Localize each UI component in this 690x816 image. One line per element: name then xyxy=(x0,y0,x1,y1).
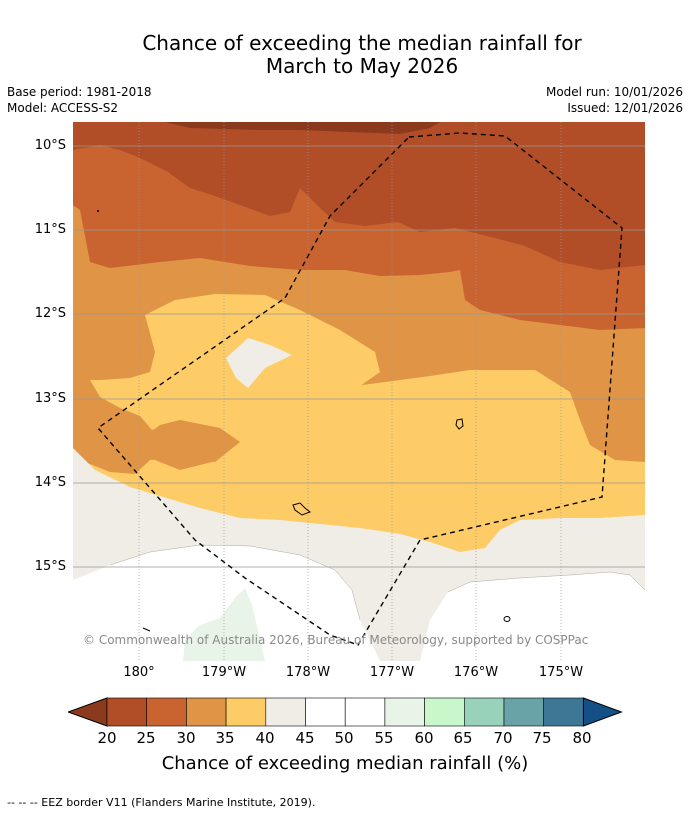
cb-tick-25: 25 xyxy=(136,729,156,747)
cb-tick-40: 40 xyxy=(255,729,275,747)
lon-label-179w: 179°W xyxy=(201,665,247,680)
band-below-20 xyxy=(165,122,440,134)
lon-label-177w: 177°W xyxy=(369,665,415,680)
parallels xyxy=(73,145,645,568)
base-period: Base period: 1981-2018 xyxy=(7,85,152,99)
cb-tick-75: 75 xyxy=(532,729,552,747)
colorbar-low-arrow xyxy=(68,697,108,727)
lat-label-12s: 12°S xyxy=(34,306,66,321)
band-45-55-west xyxy=(73,545,380,661)
colorbar-cell xyxy=(146,697,187,727)
colorbar-cell xyxy=(265,697,306,727)
model-run: Model run: 10/01/2026 xyxy=(545,85,683,99)
meta-left: Base period: 1981-2018 Model: ACCESS-S2 xyxy=(7,84,152,116)
cb-tick-35: 35 xyxy=(215,729,235,747)
colorbar-cell xyxy=(186,697,227,727)
band-40-45-patch xyxy=(226,338,292,388)
colorbar xyxy=(68,697,623,727)
lat-label-14s: 14°S xyxy=(34,475,66,490)
lat-label-13s: 13°S xyxy=(34,391,66,406)
cb-tick-30: 30 xyxy=(176,729,196,747)
lon-label-180: 180° xyxy=(123,665,155,680)
lon-label-176w: 176°W xyxy=(453,665,499,680)
cb-tick-60: 60 xyxy=(414,729,434,747)
lat-label-10s: 10°S xyxy=(34,138,66,153)
colorbar-cell xyxy=(463,697,505,727)
band-30-35-inner xyxy=(140,420,238,470)
band-55-60 xyxy=(183,588,265,661)
colorbar-cell xyxy=(344,697,386,727)
map-canvas xyxy=(73,122,645,661)
lon-label-178w: 178°W xyxy=(285,665,331,680)
lon-label-175w: 175°W xyxy=(538,665,584,680)
colorbar-cell xyxy=(424,697,465,727)
lat-label-15s: 15°S xyxy=(34,559,66,574)
colorbar-cell xyxy=(543,697,584,727)
islands xyxy=(142,418,511,632)
colorbar-cell xyxy=(305,697,346,727)
cb-tick-70: 70 xyxy=(493,729,513,747)
title-line-2: March to May 2026 xyxy=(265,54,459,78)
eez-legend: -- -- -- EEZ border V11 (Flanders Marine… xyxy=(7,796,316,809)
map-title: Chance of exceeding the median rainfall … xyxy=(0,32,690,78)
colorbar-cell xyxy=(503,697,545,727)
cb-tick-80: 80 xyxy=(572,729,592,747)
colorbar-cell xyxy=(384,697,425,727)
cb-tick-20: 20 xyxy=(97,729,117,747)
colorbar-cell xyxy=(225,697,267,727)
meta-right: Model run: 10/01/2026 Issued: 12/01/2026 xyxy=(546,84,683,116)
eez-border xyxy=(96,132,623,646)
band-20-25 xyxy=(73,122,645,270)
forecast-map xyxy=(73,122,645,661)
colorbar-high-arrow xyxy=(582,697,623,727)
band-30-35-east xyxy=(575,395,645,462)
cb-tick-45: 45 xyxy=(295,729,315,747)
colorbar-title: Chance of exceeding median rainfall (%) xyxy=(161,753,529,774)
cb-tick-65: 65 xyxy=(453,729,473,747)
lat-label-11s: 11°S xyxy=(34,222,66,237)
issued-date: Issued: 12/01/2026 xyxy=(567,101,683,115)
cb-tick-55: 55 xyxy=(374,729,394,747)
model-name: Model: ACCESS-S2 xyxy=(7,101,119,115)
cb-tick-50: 50 xyxy=(334,729,354,747)
title-line-1: Chance of exceeding the median rainfall … xyxy=(142,31,582,55)
colorbar-cell xyxy=(106,697,148,727)
copyright-notice: © Commonwealth of Australia 2026, Bureau… xyxy=(83,633,589,647)
